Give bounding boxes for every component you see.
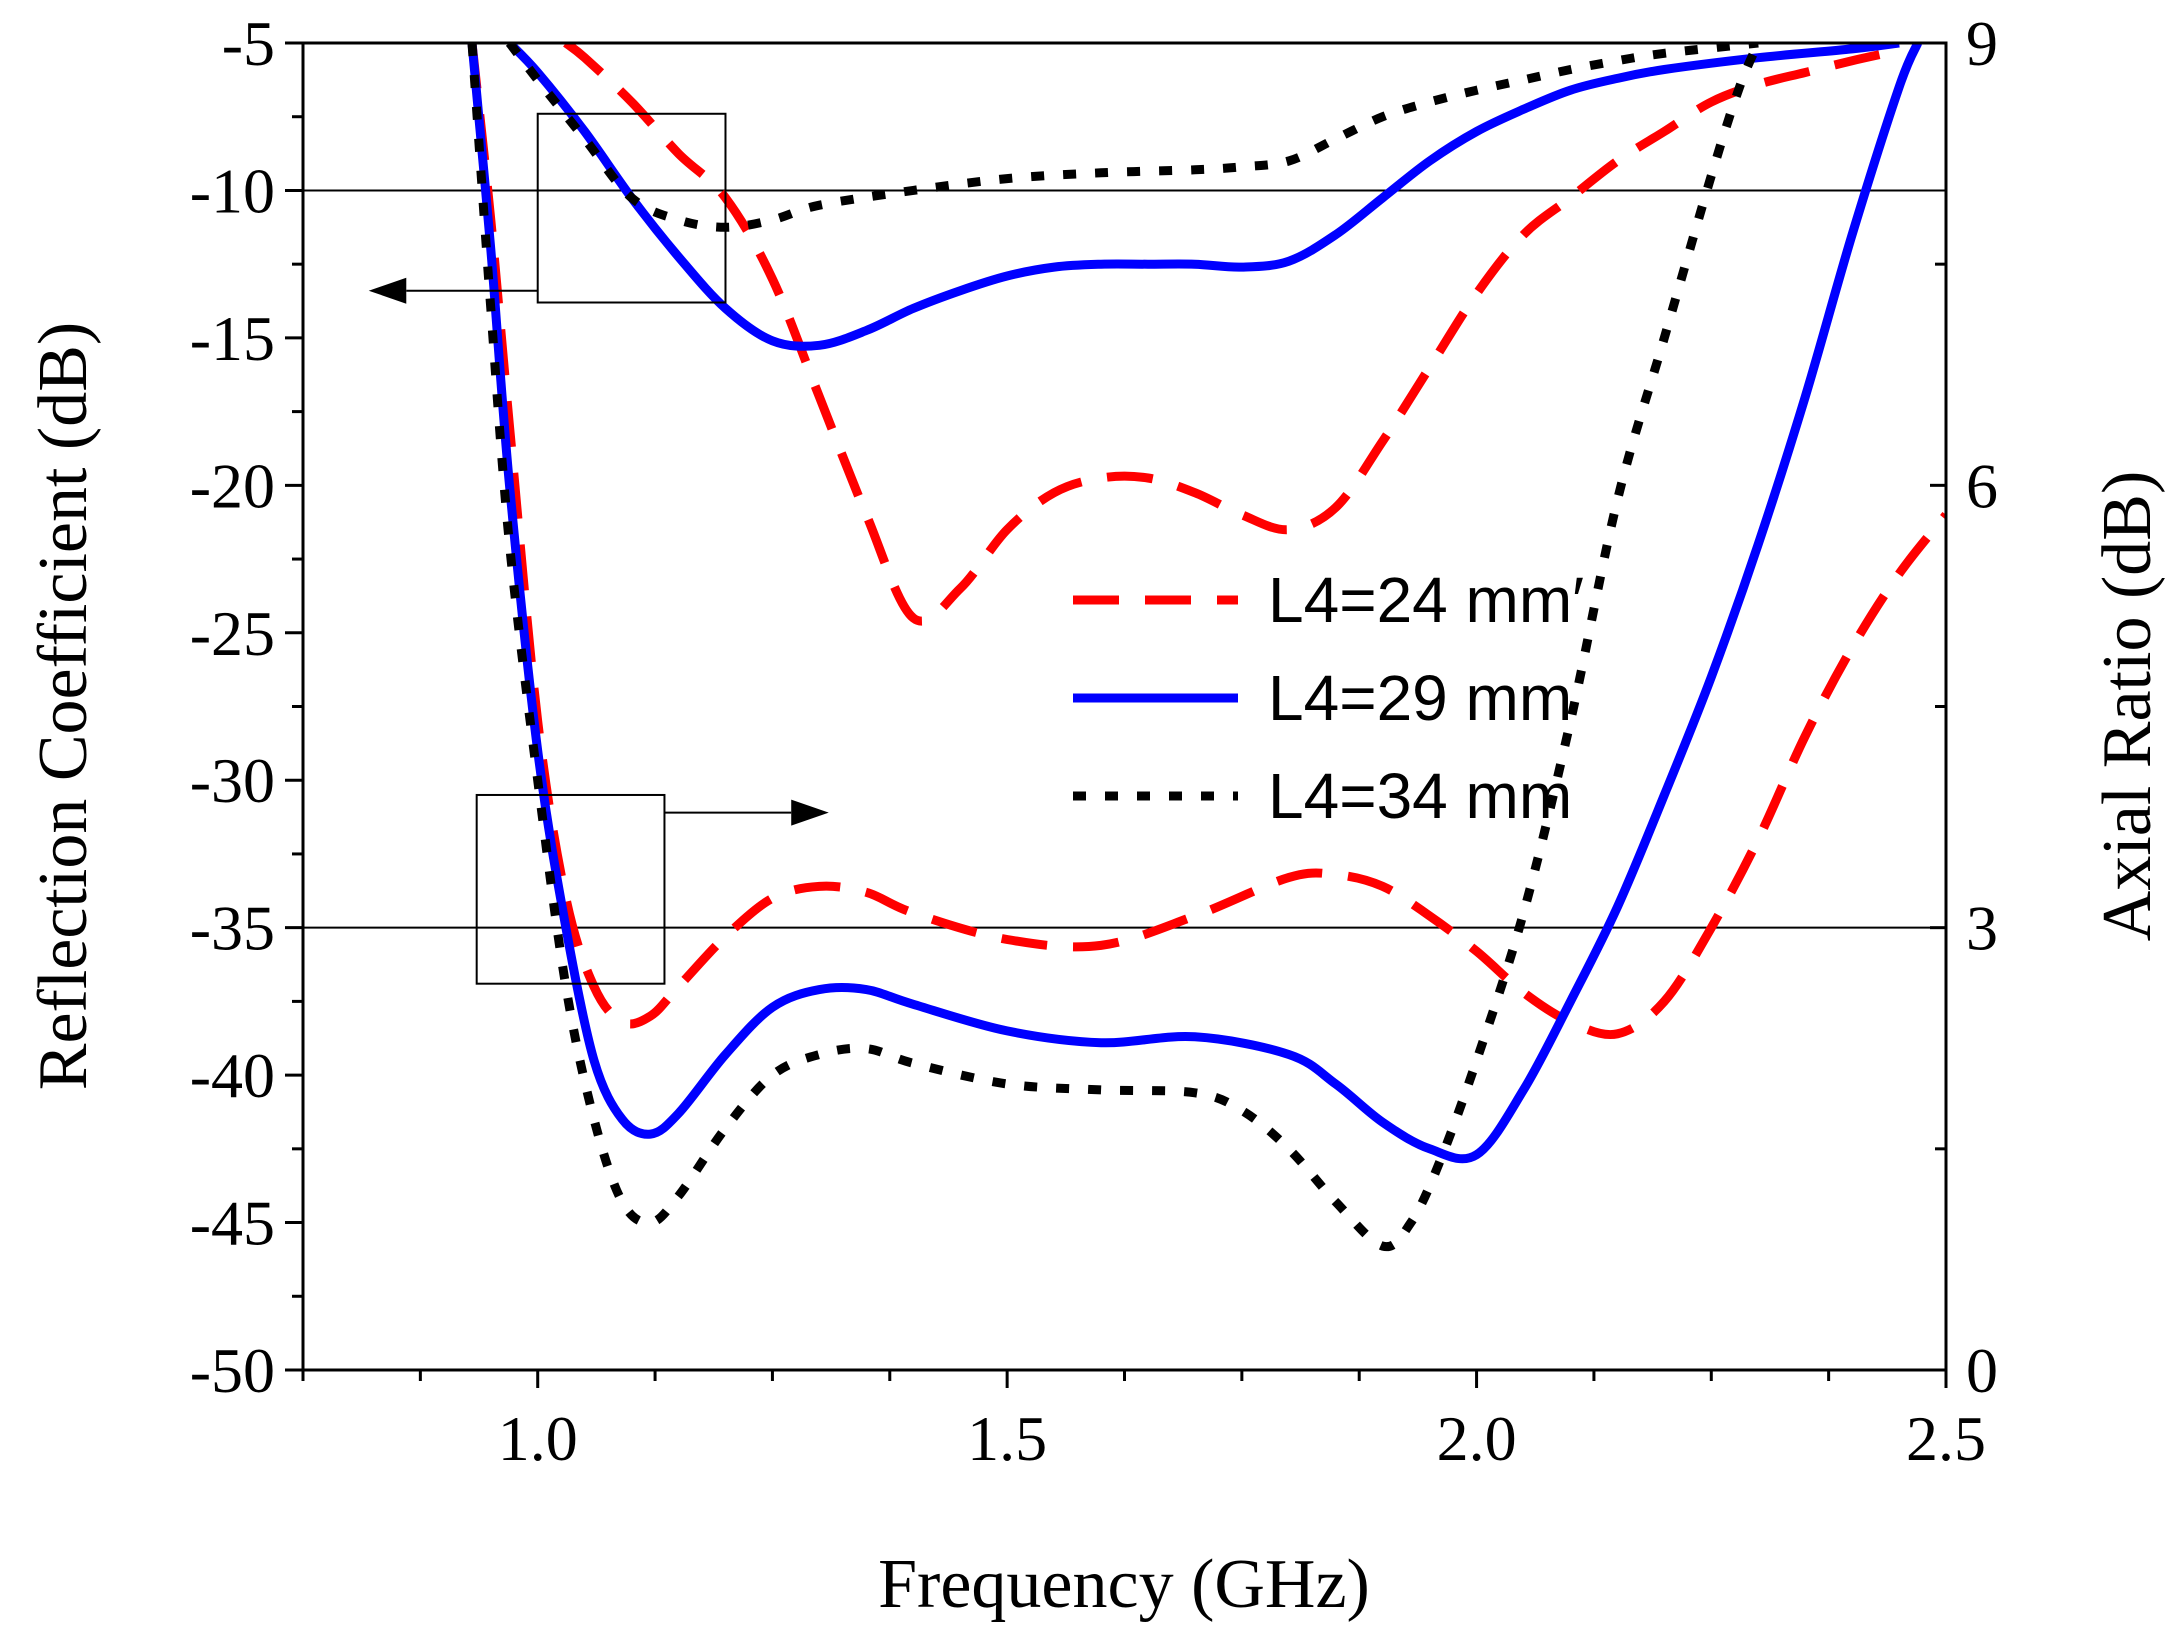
legend: L4=24 mm′ L4=29 mm L4=34 mm bbox=[1073, 564, 1584, 832]
right-axis-group-box bbox=[475, 793, 666, 985]
series-0-axial-ratio-line bbox=[563, 43, 1901, 626]
y-left-tick-label: -50 bbox=[190, 1335, 275, 1406]
annotations bbox=[368, 112, 829, 985]
axes: 1.0 1.5 2.0 2.5 -5 -10 -15 -20 -25 -30 -35 -40 -45 -5… bbox=[190, 8, 1998, 1474]
series-group bbox=[467, 43, 1946, 1252]
legend-label-1: L4=29 mm bbox=[1268, 662, 1572, 734]
x-tick-label: 1.5 bbox=[967, 1403, 1047, 1474]
series-0-reflection-line bbox=[467, 43, 1946, 1040]
y-left-tick-label: -5 bbox=[222, 8, 275, 79]
y-left-axis-title: Reflection Coefficient (dB) bbox=[25, 322, 102, 1090]
y-left-tick-label: -45 bbox=[190, 1188, 275, 1259]
left-axis-group-box bbox=[536, 112, 727, 304]
series-2-reflection-line bbox=[467, 43, 1763, 1252]
x-axis-title: Frequency (GHz) bbox=[878, 1546, 1370, 1623]
y-left-tick-label: -40 bbox=[190, 1040, 275, 1111]
x-tick-label: 2.0 bbox=[1437, 1403, 1517, 1474]
y-left-tick-label: -35 bbox=[190, 893, 275, 964]
legend-label-2: L4=34 mm bbox=[1268, 760, 1572, 832]
y-right-tick-label: 3 bbox=[1966, 893, 1998, 964]
y-left-tick-label: -30 bbox=[190, 745, 275, 816]
right-arrow-head bbox=[791, 799, 829, 826]
y-left-tick-label: -25 bbox=[190, 598, 275, 669]
y-right-tick-label: 9 bbox=[1966, 8, 1998, 79]
series-1-axial-ratio-line bbox=[506, 43, 1900, 351]
y-right-tick-label: 6 bbox=[1966, 450, 1998, 521]
x-tick-label: 1.0 bbox=[498, 1403, 578, 1474]
legend-label-0: L4=24 mm′ bbox=[1268, 564, 1584, 636]
left-arrow-head bbox=[368, 277, 407, 304]
y-right-tick-label: 0 bbox=[1966, 1335, 1998, 1406]
y-left-tick-label: -20 bbox=[190, 450, 275, 521]
y-left-tick-label: -10 bbox=[190, 155, 275, 226]
y-right-axis-title: Axial Ratio (dB) bbox=[2089, 471, 2166, 941]
y-left-tick-label: -15 bbox=[190, 303, 275, 374]
series-1-reflection-line bbox=[467, 43, 1922, 1164]
series-2-axial-ratio-line bbox=[505, 43, 1759, 232]
x-tick-label: 2.5 bbox=[1906, 1403, 1986, 1474]
